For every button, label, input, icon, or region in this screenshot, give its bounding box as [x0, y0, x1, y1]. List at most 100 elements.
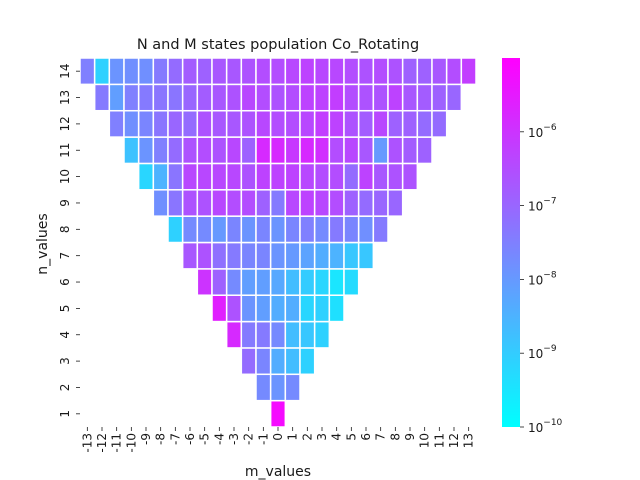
heatmap-cell [211, 162, 228, 191]
heatmap-cell [357, 109, 375, 138]
heatmap-cell [313, 57, 331, 86]
heatmap-cell [313, 241, 331, 270]
heatmap-cell [328, 189, 345, 217]
heatmap-cell [387, 109, 404, 138]
heatmap-cell [196, 189, 213, 217]
heatmap-cell [108, 57, 125, 86]
heatmap-cell [372, 162, 389, 191]
x-tick-label: 10 [418, 433, 432, 448]
heatmap-cell [328, 215, 345, 244]
x-tick-label: 9 [403, 433, 417, 441]
x-tick-label: 7 [374, 433, 388, 441]
heatmap-cell [255, 57, 272, 86]
heatmap-cell [152, 83, 169, 112]
heatmap-cell [299, 294, 316, 323]
x-tick-label: 1 [286, 433, 300, 441]
heatmap-cell [196, 215, 213, 244]
heatmap-cell [152, 189, 169, 217]
heatmap-cell [240, 57, 257, 86]
heatmap-cell [240, 136, 257, 165]
heatmap-cell [123, 83, 140, 112]
x-tick-label: -11 [110, 433, 124, 453]
heatmap-cell [284, 320, 301, 349]
x-tick-label: 5 [344, 433, 358, 441]
x-tick-label: -6 [183, 433, 197, 445]
heatmap-cell [372, 189, 389, 217]
heatmap-cell [284, 83, 301, 112]
heatmap-cell [372, 109, 389, 138]
chart-title: N and M states population Co_Rotating [137, 37, 419, 53]
heatmap-cell [181, 215, 199, 244]
heatmap-cell [181, 241, 199, 270]
y-tick-label: 7 [58, 252, 72, 260]
heatmap-cell [269, 241, 287, 270]
heatmap-cell [328, 109, 345, 138]
x-axis-ticks: -13 -12 -11 -10 -9 -8 -7 -6 -5 -4 -3 -2 -1 0 1 2 3 4 5 6 7 8 9… [80, 427, 476, 453]
heatmap-cell [255, 347, 272, 376]
heatmap-cell [372, 57, 389, 86]
x-tick-label: -1 [256, 433, 270, 445]
heatmap-cell [196, 83, 213, 112]
heatmap-cell [299, 215, 316, 244]
heatmap-cell [357, 136, 375, 165]
heatmap-cell [284, 57, 301, 86]
heatmap-cell [240, 347, 257, 376]
x-tick-label: -2 [242, 433, 256, 445]
heatmap-cell [225, 162, 243, 191]
heatmap-cell [328, 83, 345, 112]
heatmap-cell [401, 162, 419, 191]
heatmap-cell [313, 268, 331, 296]
x-tick-label: 4 [330, 433, 344, 441]
heatmap-cell [181, 136, 199, 165]
heatmap-cell [299, 136, 316, 165]
heatmap-cell [93, 83, 111, 112]
heatmap-cell [240, 83, 257, 112]
heatmap-cell [255, 136, 272, 165]
heatmap-cell [269, 136, 287, 165]
heatmap-cell [196, 241, 213, 270]
heatmap-cell [181, 83, 199, 112]
heatmap-cell [225, 215, 243, 244]
y-tick-label: 3 [58, 357, 72, 365]
x-tick-label: -13 [80, 433, 94, 453]
heatmap-cell [240, 215, 257, 244]
x-tick-label: -12 [95, 433, 109, 453]
heatmap-cell [93, 57, 111, 86]
x-tick-label: 6 [359, 433, 373, 441]
heatmap-cell [372, 136, 389, 165]
heatmap-cell [108, 109, 125, 138]
heatmap-cell [343, 57, 360, 86]
y-tick-label: 8 [58, 226, 72, 234]
colorbar [502, 58, 520, 427]
heatmap-cell [284, 294, 301, 323]
y-axis-label: n_values [35, 213, 51, 274]
heatmap-cell [269, 399, 287, 428]
heatmap-cell [343, 162, 360, 191]
heatmap-cell [123, 136, 140, 165]
heatmap-cell [372, 215, 389, 244]
heatmap-cell [225, 241, 243, 270]
heatmap-cell [196, 162, 213, 191]
heatmap-cell [387, 136, 404, 165]
y-tick-label: 4 [58, 331, 72, 339]
heatmap-cell [211, 83, 228, 112]
heatmap-cell [181, 57, 199, 86]
y-tick-label: 2 [58, 384, 72, 392]
heatmap-cell [343, 83, 360, 112]
heatmap-cell [387, 83, 404, 112]
x-axis-label: m_values [245, 464, 311, 480]
x-tick-label: 12 [447, 433, 461, 448]
heatmap-cell [240, 109, 257, 138]
heatmap-cell [284, 162, 301, 191]
heatmap-cell [255, 294, 272, 323]
heatmap-cell [79, 57, 96, 86]
heatmap-cell [255, 320, 272, 349]
heatmap-cell [211, 109, 228, 138]
heatmap-cells [79, 57, 477, 428]
heatmap-cell [387, 162, 404, 191]
heatmap-cell [225, 83, 243, 112]
heatmap-cell [137, 57, 155, 86]
heatmap-cell [313, 320, 331, 349]
heatmap-cell [284, 109, 301, 138]
heatmap-cell [460, 57, 477, 86]
